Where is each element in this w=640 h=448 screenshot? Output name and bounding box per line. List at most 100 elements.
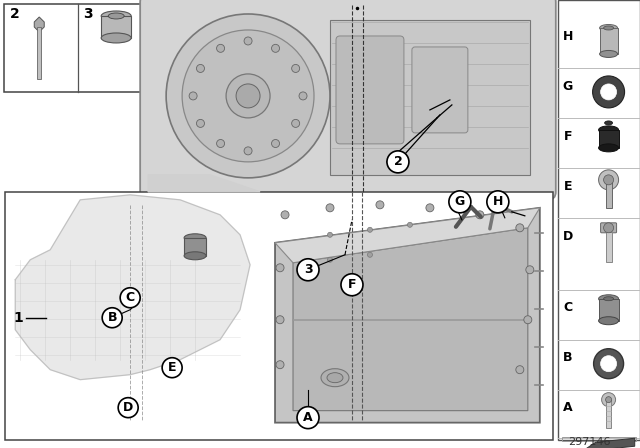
Circle shape	[271, 44, 280, 52]
Circle shape	[387, 151, 409, 173]
Circle shape	[226, 74, 270, 118]
Polygon shape	[275, 208, 540, 263]
Text: C: C	[563, 302, 572, 314]
Bar	[4, 4, 152, 92]
Circle shape	[602, 392, 616, 407]
Circle shape	[276, 264, 284, 272]
Circle shape	[166, 14, 330, 178]
Circle shape	[604, 223, 614, 233]
Ellipse shape	[604, 297, 614, 301]
Circle shape	[281, 211, 289, 219]
Ellipse shape	[598, 144, 619, 152]
Circle shape	[526, 266, 534, 274]
FancyBboxPatch shape	[412, 47, 468, 133]
Bar	[605, 232, 612, 262]
Circle shape	[516, 366, 524, 374]
Circle shape	[408, 222, 412, 227]
Ellipse shape	[598, 295, 619, 303]
Bar	[330, 20, 530, 175]
Bar	[37, 27, 41, 79]
Ellipse shape	[604, 26, 614, 30]
Bar	[605, 180, 612, 208]
FancyBboxPatch shape	[336, 36, 404, 144]
Bar	[606, 400, 611, 428]
Polygon shape	[566, 438, 635, 448]
Circle shape	[326, 204, 334, 212]
Circle shape	[162, 358, 182, 378]
Text: H: H	[563, 30, 573, 43]
Text: 3: 3	[83, 7, 93, 21]
Ellipse shape	[600, 25, 618, 31]
Circle shape	[341, 274, 363, 296]
Text: 3: 3	[304, 263, 312, 276]
Text: A: A	[563, 401, 573, 414]
Text: 297146: 297146	[568, 437, 611, 447]
Circle shape	[604, 175, 614, 185]
Circle shape	[516, 224, 524, 232]
Bar	[184, 238, 206, 256]
Circle shape	[244, 37, 252, 45]
Circle shape	[276, 361, 284, 369]
Text: 2: 2	[394, 155, 403, 168]
FancyBboxPatch shape	[140, 0, 556, 200]
Text: H: H	[493, 195, 503, 208]
Text: 1: 1	[13, 311, 23, 325]
Bar	[558, 0, 640, 439]
Text: E: E	[168, 361, 177, 374]
Circle shape	[196, 65, 204, 73]
Circle shape	[598, 170, 619, 190]
Polygon shape	[35, 17, 44, 32]
Circle shape	[376, 201, 384, 209]
Bar	[598, 130, 619, 148]
Circle shape	[216, 139, 225, 147]
Text: B: B	[563, 351, 573, 364]
Circle shape	[271, 139, 280, 147]
Ellipse shape	[327, 373, 343, 383]
Circle shape	[600, 356, 616, 372]
Circle shape	[299, 92, 307, 100]
Ellipse shape	[101, 33, 131, 43]
Text: F: F	[348, 278, 356, 291]
Circle shape	[524, 316, 532, 324]
Circle shape	[594, 349, 623, 379]
Ellipse shape	[605, 121, 612, 125]
Circle shape	[216, 44, 225, 52]
Circle shape	[182, 30, 314, 162]
Polygon shape	[148, 175, 260, 192]
Circle shape	[236, 84, 260, 108]
Bar	[562, 437, 636, 441]
Ellipse shape	[108, 13, 124, 19]
Circle shape	[244, 147, 252, 155]
Polygon shape	[275, 208, 540, 422]
Text: D: D	[563, 229, 573, 242]
Text: C: C	[125, 291, 135, 304]
Circle shape	[196, 120, 204, 127]
Circle shape	[600, 84, 616, 100]
Circle shape	[367, 252, 372, 257]
Ellipse shape	[321, 369, 349, 387]
Text: D: D	[123, 401, 133, 414]
Circle shape	[118, 398, 138, 418]
Circle shape	[605, 396, 612, 403]
Text: E: E	[564, 180, 572, 193]
Circle shape	[292, 120, 300, 127]
Circle shape	[189, 92, 197, 100]
Text: 2: 2	[10, 7, 19, 21]
Circle shape	[297, 259, 319, 281]
Ellipse shape	[600, 51, 618, 57]
Ellipse shape	[101, 11, 131, 21]
Ellipse shape	[184, 252, 206, 260]
Circle shape	[292, 65, 300, 73]
Ellipse shape	[598, 317, 619, 325]
Circle shape	[328, 233, 333, 237]
Polygon shape	[15, 195, 250, 379]
Circle shape	[102, 308, 122, 328]
Bar	[600, 28, 618, 54]
Circle shape	[120, 288, 140, 308]
Circle shape	[276, 316, 284, 324]
Ellipse shape	[598, 126, 619, 134]
Circle shape	[297, 407, 319, 429]
Bar	[5, 192, 553, 439]
FancyBboxPatch shape	[600, 223, 616, 233]
Text: F: F	[564, 129, 572, 142]
